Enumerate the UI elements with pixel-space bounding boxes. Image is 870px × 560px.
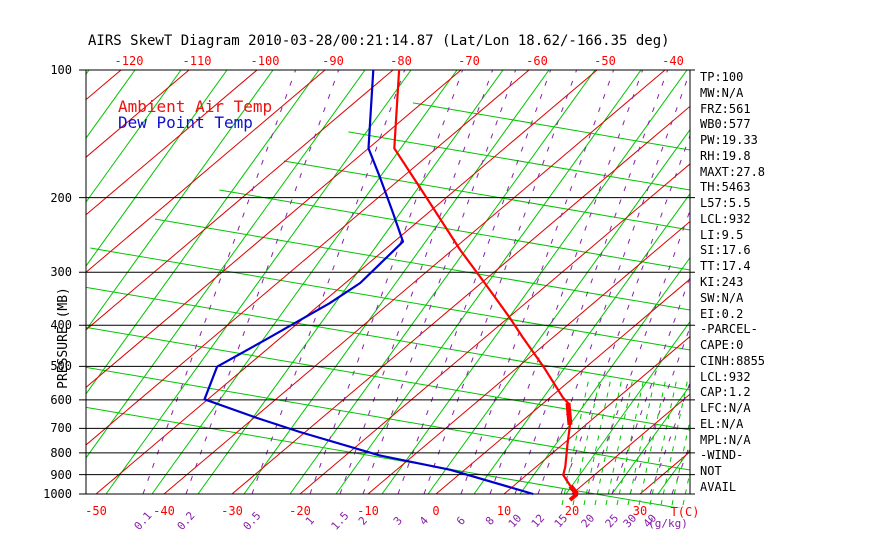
bottom-temp-tick-label: -10 <box>357 504 379 518</box>
mixing-unit-label: (g/kg) <box>648 517 688 530</box>
pressure-tick-label: 500 <box>50 359 72 374</box>
stats-item: -PARCEL- <box>700 322 758 337</box>
chart-title: AIRS SkewT Diagram 2010-03-28/00:21:14.8… <box>88 33 670 49</box>
bottom-temp-tick-label: 20 <box>564 504 580 518</box>
stats-item: TH:5463 <box>700 180 751 195</box>
stats-item: WB0:577 <box>700 117 751 132</box>
stats-item: MAXT:27.8 <box>700 164 766 179</box>
top-temp-tick-label: -80 <box>390 54 412 68</box>
stats-item: L57:5.5 <box>700 196 751 211</box>
bottom-temp-tick-label: -20 <box>289 504 311 518</box>
stats-item: EI:0.2 <box>700 306 744 321</box>
stats-item: CINH:8855 <box>700 353 766 368</box>
temp-unit-label: T(C) <box>670 505 700 519</box>
bottom-temp-tick-label: -40 <box>153 504 175 518</box>
stats-item: LFC:N/A <box>700 401 751 416</box>
bottom-temp-tick-label: 10 <box>496 504 512 518</box>
stats-item: CAPE:0 <box>700 338 744 353</box>
pressure-tick-label: 1000 <box>43 487 72 501</box>
top-temp-tick-label: -60 <box>526 54 548 68</box>
stats-item: SW:N/A <box>700 290 744 305</box>
pressure-tick-label: 300 <box>50 265 72 280</box>
stats-item: PW:19.33 <box>700 133 758 148</box>
top-temp-tick-label: -50 <box>594 54 616 68</box>
top-temp-tick-label: -100 <box>250 54 280 68</box>
bottom-temp-tick-label: 30 <box>632 504 648 518</box>
top-temp-tick-label: -90 <box>322 54 344 68</box>
stats-item: FRZ:561 <box>700 101 751 116</box>
sounding-curves <box>203 70 579 502</box>
stats-item: -WIND- <box>700 448 744 463</box>
stats-item: AVAIL <box>700 480 737 495</box>
top-temp-tick-label: -110 <box>182 54 212 68</box>
top-temp-tick-label: -70 <box>458 54 480 68</box>
stats-item: MPL:N/A <box>700 432 751 447</box>
top-temp-tick-label: -120 <box>114 54 144 68</box>
bottom-temp-tick-label: -50 <box>85 504 107 518</box>
stats-item: TT:17.4 <box>700 259 751 274</box>
stats-item: RH:19.8 <box>700 148 751 163</box>
stats-item: NOT <box>700 464 722 479</box>
top-temp-tick-label: -40 <box>662 54 684 68</box>
stats-item: KI:243 <box>700 275 744 289</box>
bottom-temp-tick-label: -30 <box>221 504 243 518</box>
pressure-tick-label: 100 <box>50 63 72 77</box>
pressure-tick-label: 200 <box>50 190 72 205</box>
pressure-tick-label: 400 <box>50 318 72 333</box>
stats-item: LCL:932 <box>700 211 751 226</box>
pressure-axis-label: PRESSURE (MB) <box>55 287 71 389</box>
stats-item: SI:17.6 <box>700 243 751 258</box>
stats-item: MW:N/A <box>700 85 744 100</box>
stats-item: LCL:932 <box>700 369 751 384</box>
stats-item: TP:100 <box>700 70 744 84</box>
legend-ambient-air-temp: Ambient Air Temp <box>118 97 273 116</box>
pressure-tick-label: 800 <box>50 445 72 460</box>
background-lines <box>86 70 690 508</box>
pressure-tick-label: 700 <box>50 421 72 436</box>
pressure-tick-label: 900 <box>50 467 72 482</box>
pressure-grid <box>79 69 695 495</box>
bottom-temp-tick-label: 0 <box>432 504 440 518</box>
stats-item: EL:N/A <box>700 416 744 431</box>
stats-item: LI:9.5 <box>700 227 744 242</box>
legend-dew-point-temp: Dew Point Temp <box>118 113 253 132</box>
stats-item: CAP:1.2 <box>700 385 751 400</box>
pressure-tick-label: 600 <box>50 392 72 407</box>
